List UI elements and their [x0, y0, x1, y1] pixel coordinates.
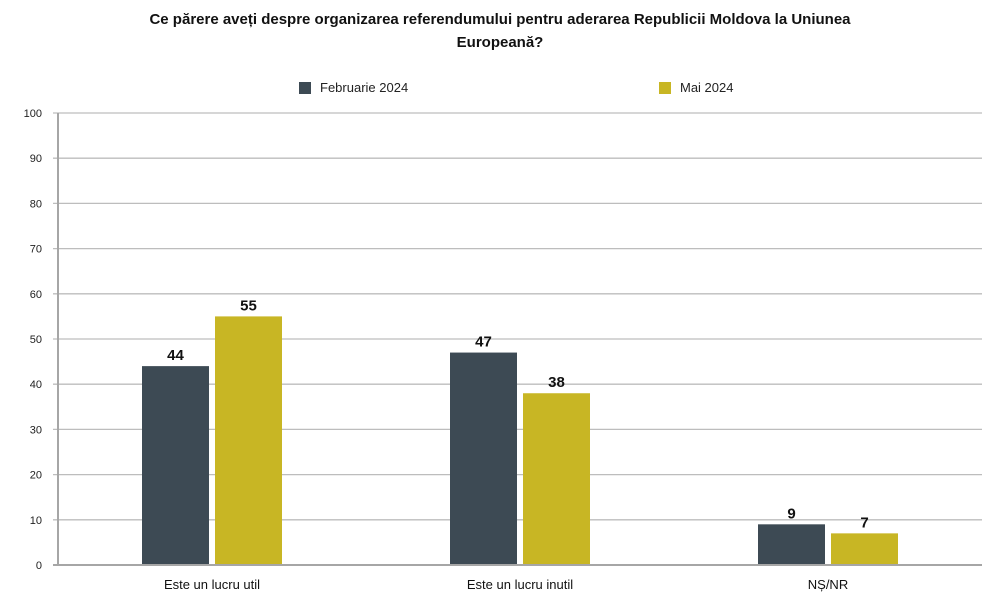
y-tick-label: 30: [30, 424, 42, 436]
legend-swatch-mai-2024: [659, 81, 671, 94]
bar-februarie-2024: [142, 366, 209, 565]
chart-title-line-2: Europeană?: [456, 34, 544, 51]
data-label: 7: [860, 514, 868, 531]
y-tick-label: 50: [30, 334, 42, 346]
y-tick-label: 100: [24, 108, 42, 120]
bar-februarie-2024: [758, 524, 825, 565]
legend-item-mai-2024: Mai 2024: [659, 80, 733, 95]
y-tick-label: 70: [30, 244, 42, 256]
y-tick-label: 80: [30, 198, 42, 210]
legend-swatch-februarie-2024: [299, 81, 311, 94]
chart-title-line-1: Ce părere aveți despre organizarea refer…: [149, 11, 851, 28]
y-tick-label: 0: [36, 560, 42, 572]
y-tick-label: 90: [30, 153, 42, 165]
x-category-label: NȘ/NR: [808, 577, 848, 592]
bar-februarie-2024: [450, 352, 517, 565]
x-category-label: Este un lucru util: [164, 577, 260, 592]
bar-mai-2024: [831, 533, 898, 565]
data-label: 38: [548, 374, 565, 391]
bar-mai-2024: [523, 393, 590, 565]
y-tick-label: 40: [30, 379, 42, 391]
bar-mai-2024: [215, 316, 282, 565]
legend-label-februarie-2024: Februarie 2024: [320, 80, 409, 95]
y-tick-label: 10: [30, 515, 42, 527]
x-category-label: Este un lucru inutil: [467, 577, 573, 592]
y-tick-label: 60: [30, 289, 42, 301]
legend-label-mai-2024: Mai 2024: [680, 80, 734, 95]
y-tick-label: 20: [30, 470, 42, 482]
data-label: 55: [240, 297, 257, 314]
data-label: 9: [787, 505, 795, 522]
data-label: 47: [475, 334, 492, 351]
chart-title: Ce părere aveți despre organizarea refer…: [100, 8, 900, 54]
legend-item-februarie-2024: Februarie 2024: [299, 80, 408, 95]
data-label: 44: [167, 347, 184, 364]
